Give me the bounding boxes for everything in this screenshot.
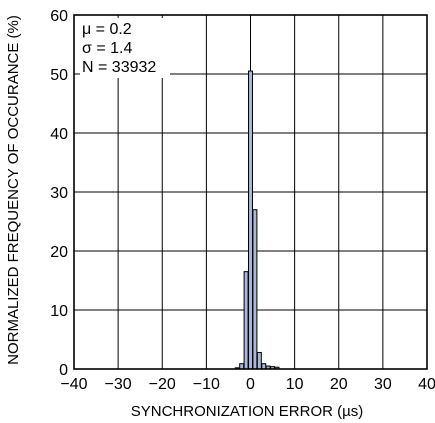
plot-frame (73, 14, 428, 370)
y-axis-label: NORMALIZED FREQUENCY OF OCCURANCE (%) (5, 15, 22, 365)
x-axis-label: SYNCHRONIZATION ERROR (µs) (131, 403, 364, 420)
stat-mean: μ = 0.2 (82, 21, 132, 38)
histogram-bar (248, 70, 253, 370)
x-tick-label: 20 (330, 376, 348, 393)
x-tick-label: −20 (149, 376, 176, 393)
y-tick-label: 10 (50, 303, 68, 320)
stats-annotation: μ = 0.2 σ = 1.4 N = 33932 (80, 18, 170, 78)
y-tick-label: 0 (59, 362, 68, 379)
histogram-bar (256, 351, 262, 370)
y-tick-label: 40 (50, 126, 68, 143)
x-tick-label: 40 (418, 376, 435, 393)
x-tick-labels: −40 −30 −20 −10 0 10 20 30 40 (60, 376, 435, 393)
y-tick-label: 30 (50, 185, 68, 202)
x-tick-label: −40 (60, 376, 87, 393)
histogram-bar (252, 209, 258, 370)
stats-background (80, 18, 170, 78)
stat-count: N = 33932 (82, 59, 156, 76)
stat-sigma: σ = 1.4 (82, 40, 132, 57)
x-tick-label: 30 (374, 376, 392, 393)
x-tick-label: −30 (105, 376, 132, 393)
x-tick-label: −10 (193, 376, 220, 393)
y-tick-labels: 0 10 20 30 40 50 60 (50, 8, 68, 379)
histogram-bar (243, 271, 249, 370)
x-tick-label: 0 (246, 376, 255, 393)
y-tick-label: 50 (50, 67, 68, 84)
y-tick-label: 60 (50, 8, 68, 25)
y-tick-label: 20 (50, 244, 68, 261)
histogram-bars (234, 70, 280, 370)
x-tick-label: 10 (286, 376, 304, 393)
